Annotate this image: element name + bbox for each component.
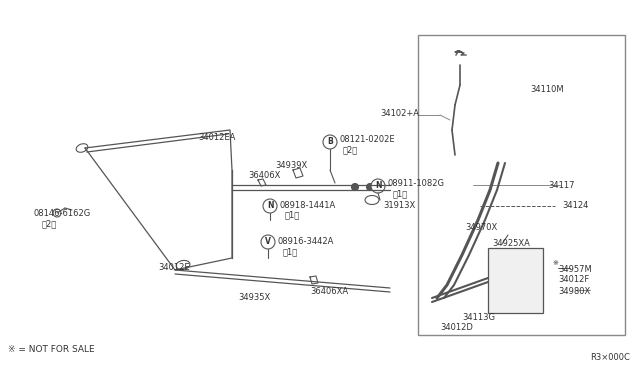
Circle shape bbox=[263, 199, 277, 213]
Ellipse shape bbox=[365, 196, 379, 205]
Text: R3×000C: R3×000C bbox=[590, 353, 630, 362]
Text: 34939X: 34939X bbox=[275, 160, 307, 170]
Text: 34102+A: 34102+A bbox=[380, 109, 419, 119]
Circle shape bbox=[516, 256, 520, 260]
Text: 34012E: 34012E bbox=[158, 263, 189, 273]
Text: 08918-1441A: 08918-1441A bbox=[280, 201, 336, 209]
Circle shape bbox=[496, 301, 500, 305]
Circle shape bbox=[496, 256, 500, 260]
Circle shape bbox=[526, 301, 530, 305]
Circle shape bbox=[513, 312, 518, 317]
FancyBboxPatch shape bbox=[455, 180, 473, 191]
Text: （2）: （2） bbox=[343, 145, 358, 154]
Text: 34925XA: 34925XA bbox=[492, 240, 530, 248]
Circle shape bbox=[506, 301, 510, 305]
Circle shape bbox=[506, 268, 510, 272]
FancyBboxPatch shape bbox=[453, 55, 467, 65]
Circle shape bbox=[496, 292, 500, 296]
Circle shape bbox=[261, 235, 275, 249]
FancyBboxPatch shape bbox=[457, 88, 467, 96]
Circle shape bbox=[323, 135, 337, 149]
Circle shape bbox=[571, 285, 581, 295]
Text: 34970X: 34970X bbox=[465, 224, 497, 232]
Text: 34124: 34124 bbox=[562, 201, 588, 209]
Circle shape bbox=[526, 280, 530, 284]
Text: 31913X: 31913X bbox=[383, 202, 415, 211]
Circle shape bbox=[351, 183, 358, 190]
Circle shape bbox=[497, 239, 507, 249]
Ellipse shape bbox=[76, 144, 88, 152]
Text: N: N bbox=[267, 202, 273, 211]
Circle shape bbox=[526, 256, 530, 260]
FancyBboxPatch shape bbox=[418, 35, 625, 335]
Text: 08911-1082G: 08911-1082G bbox=[388, 180, 445, 189]
Text: 08121-0202E: 08121-0202E bbox=[340, 135, 396, 144]
Text: B: B bbox=[327, 138, 333, 147]
Circle shape bbox=[496, 280, 500, 284]
Text: 34110M: 34110M bbox=[530, 86, 564, 94]
Text: （1）: （1） bbox=[393, 189, 408, 199]
Text: 34117: 34117 bbox=[548, 180, 575, 189]
FancyBboxPatch shape bbox=[488, 248, 543, 313]
Text: （1）: （1） bbox=[283, 247, 298, 257]
Circle shape bbox=[516, 301, 520, 305]
Circle shape bbox=[53, 209, 61, 217]
Circle shape bbox=[367, 183, 374, 190]
Circle shape bbox=[552, 202, 560, 210]
Circle shape bbox=[516, 292, 520, 296]
Text: 08146-6162G: 08146-6162G bbox=[34, 209, 92, 218]
Ellipse shape bbox=[427, 317, 437, 324]
Circle shape bbox=[516, 280, 520, 284]
Circle shape bbox=[526, 292, 530, 296]
Circle shape bbox=[434, 312, 442, 320]
Text: 34012EA: 34012EA bbox=[198, 132, 236, 141]
Text: （2）: （2） bbox=[42, 219, 57, 228]
Text: 34012F: 34012F bbox=[558, 276, 589, 285]
Text: 34957M: 34957M bbox=[558, 266, 592, 275]
Circle shape bbox=[371, 179, 385, 193]
Text: 34012D: 34012D bbox=[440, 323, 473, 331]
Circle shape bbox=[569, 274, 577, 282]
Circle shape bbox=[511, 310, 522, 321]
Circle shape bbox=[496, 268, 500, 272]
Text: 08916-3442A: 08916-3442A bbox=[278, 237, 334, 247]
Text: V: V bbox=[265, 237, 271, 247]
Circle shape bbox=[516, 268, 520, 272]
Text: 34935X: 34935X bbox=[238, 292, 270, 301]
Ellipse shape bbox=[176, 260, 190, 270]
Circle shape bbox=[506, 280, 510, 284]
Text: 36406X: 36406X bbox=[248, 170, 280, 180]
Text: 34113G: 34113G bbox=[462, 314, 495, 323]
Text: 36406XA: 36406XA bbox=[310, 288, 348, 296]
FancyBboxPatch shape bbox=[455, 200, 480, 213]
Text: （1）: （1） bbox=[285, 211, 300, 219]
Circle shape bbox=[506, 256, 510, 260]
Text: ※: ※ bbox=[552, 260, 558, 266]
Text: N: N bbox=[375, 182, 381, 190]
Circle shape bbox=[526, 268, 530, 272]
Text: ※ = NOT FOR SALE: ※ = NOT FOR SALE bbox=[8, 346, 95, 355]
Ellipse shape bbox=[422, 301, 434, 310]
Text: 34980X: 34980X bbox=[558, 288, 590, 296]
Circle shape bbox=[506, 292, 510, 296]
